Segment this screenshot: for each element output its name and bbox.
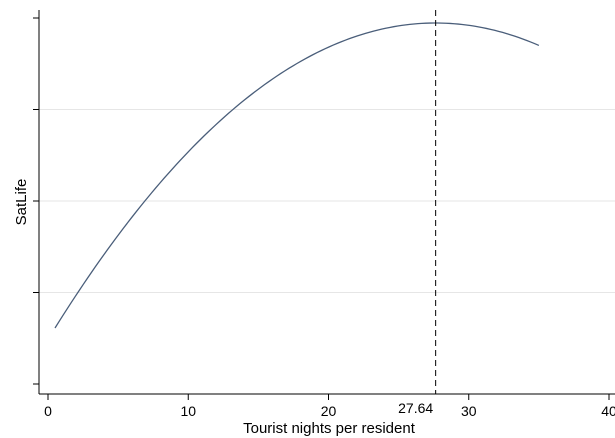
x-tick-label: 10	[180, 403, 196, 419]
x-axis-ticks: 0 10 20 30 40	[44, 394, 615, 419]
gridlines	[39, 109, 615, 293]
peak-value-label: 27.64	[398, 400, 433, 416]
x-tick-label: 0	[44, 403, 52, 419]
y-axis-title: SatLife	[13, 179, 30, 226]
x-tick-label: 40	[601, 403, 615, 419]
x-tick-label: 20	[321, 403, 337, 419]
y-axis-ticks	[33, 17, 39, 385]
fitted-curve	[54, 22, 540, 329]
x-tick-label: 30	[461, 403, 477, 419]
x-axis-title: Tourist nights per resident	[243, 420, 416, 437]
